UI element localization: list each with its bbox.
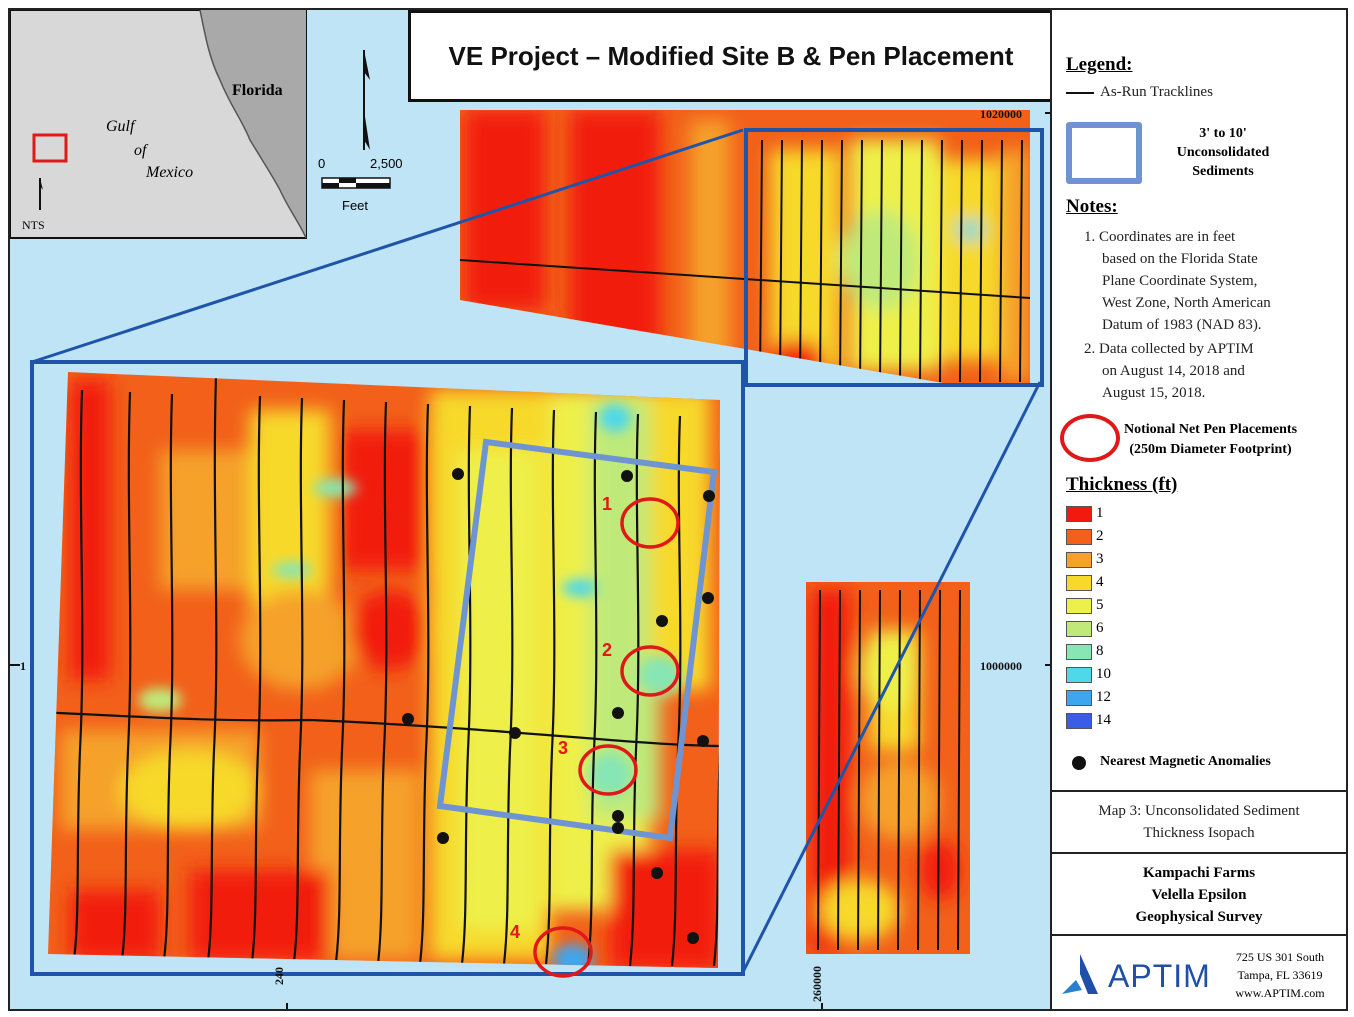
thickness-class-6: 6: [1066, 617, 1111, 640]
map-svg: [10, 10, 1050, 1009]
map-caption-box: Map 3: Unconsolidated Sediment Thickness…: [1052, 790, 1346, 854]
pen-label-4: 4: [510, 922, 521, 942]
thickness-class-10: 10: [1066, 663, 1111, 686]
map-canvas[interactable]: Florida Gulf of Mexico NTS 0 2,500 Feet …: [8, 8, 1052, 1011]
thickness-class-8: 8: [1066, 640, 1111, 663]
map-caption-line-1: Map 3: Unconsolidated Sediment: [1098, 803, 1300, 819]
pen-circle-symbol: [1060, 414, 1120, 462]
thickness-class-4: 4: [1066, 571, 1111, 594]
sediment-extent-box[interactable]: [436, 438, 718, 842]
zoom-connectors: [31, 128, 1042, 973]
thickness-class-1: 1: [1066, 502, 1111, 525]
zoom-extent-box: [744, 128, 1044, 387]
pen-label-1: 1: [602, 494, 613, 514]
note-1: 1. Coordinates are in feet based on the …: [1084, 229, 1271, 333]
easting-right-label: 260000: [810, 966, 824, 1002]
scale-unit-label: Feet: [342, 198, 369, 213]
legend-panel: Legend: As-Run Tracklines 3' to 10' Unco…: [1052, 8, 1348, 1011]
magnetic-anomalies: [402, 468, 715, 944]
thickness-class-2: 2: [1066, 525, 1111, 548]
client-divider: [1052, 934, 1346, 936]
locator-inset: [10, 10, 307, 239]
inset-gulf-label: Gulf: [106, 118, 135, 135]
company-logo-text: APTIM: [1108, 958, 1211, 994]
northing-top-label: 1020000: [980, 107, 1022, 121]
trackline-symbol: [1066, 92, 1094, 94]
scale-end-label: 2,500: [370, 156, 403, 171]
legend-heading: Legend:: [1066, 54, 1133, 75]
trackline-label: As-Run Tracklines: [1100, 84, 1213, 100]
client-line-2: Velella Epsilon: [1151, 887, 1247, 903]
northing-mid-label: 1000000: [980, 659, 1022, 673]
inset-nts-label: NTS: [22, 218, 45, 232]
notes-heading: Notes:: [1066, 196, 1118, 217]
inset-florida-label: Florida: [232, 82, 283, 99]
thickness-heading: Thickness (ft): [1066, 474, 1178, 495]
thickness-class-12: 12: [1066, 686, 1111, 709]
scale-bar: [321, 177, 391, 189]
easting-left-label: 240: [272, 967, 286, 985]
thickness-class-3: 3: [1066, 548, 1111, 571]
thickness-class-14: 14: [1066, 709, 1111, 732]
tracklines: [48, 375, 720, 967]
company-address: 725 US 301 South Tampa, FL 33619 www.APT…: [1235, 950, 1325, 1000]
aptim-logo-icon: [1062, 954, 1098, 994]
anomaly-legend-label: Nearest Magnetic Anomalies: [1100, 754, 1271, 769]
thickness-class-5: 5: [1066, 594, 1111, 617]
client-line-3: Geophysical Survey: [1135, 909, 1263, 925]
sediment-box-symbol: [1066, 122, 1142, 184]
pen-legend-label: Notional Net Pen Placements (250m Diamet…: [1124, 422, 1298, 457]
sediment-box-label: 3' to 10' Unconsolidated Sediments: [1176, 126, 1270, 179]
north-arrow: [363, 50, 370, 150]
inset-mexico-label: Mexico: [146, 164, 194, 181]
client-block: Kampachi Farms Velella Epsilon Geophysic…: [1052, 862, 1346, 928]
map-title: VE Project – Modified Site B & Pen Place…: [408, 10, 1050, 102]
pen-label-2: 2: [602, 640, 613, 660]
net-pen-placements: [533, 497, 680, 978]
inset-of-label: of: [134, 142, 147, 159]
map-caption-line-2: Thickness Isopach: [1143, 825, 1255, 841]
grid-ticks: [10, 112, 1050, 1009]
pen-label-3: 3: [558, 738, 569, 758]
left-tick-label: 1: [20, 659, 26, 673]
note-2: 2. Data collected by APTIM on August 14,…: [1084, 341, 1254, 401]
thickness-legend: 1 2 3 4 5 6 8 10 12 14: [1066, 502, 1111, 732]
survey-area-east: [806, 582, 970, 954]
client-line-1: Kampachi Farms: [1142, 865, 1256, 881]
detail-view-frame: [30, 360, 745, 976]
scale-start-label: 0: [318, 156, 326, 171]
survey-area-detail: [48, 372, 720, 968]
anomaly-dot-symbol: [1072, 756, 1086, 770]
